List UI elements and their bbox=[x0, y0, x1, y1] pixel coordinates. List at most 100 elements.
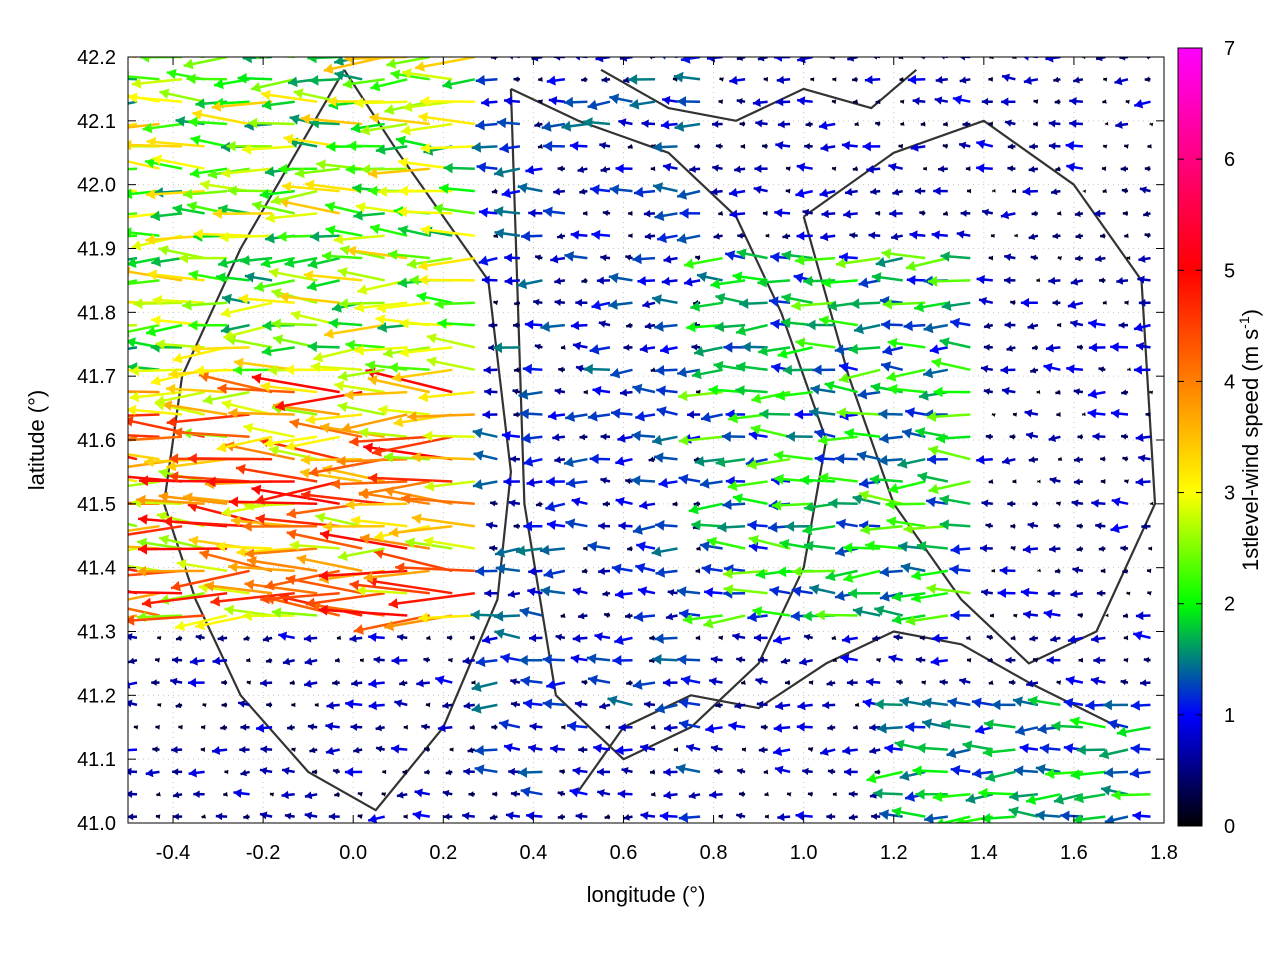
wind-vector bbox=[1022, 544, 1039, 554]
wind-vector bbox=[1093, 209, 1106, 218]
wind-vector-head bbox=[581, 679, 587, 686]
wind-vector-head bbox=[1121, 187, 1128, 194]
wind-vector-head bbox=[467, 747, 474, 754]
wind-vector bbox=[649, 635, 656, 641]
y-tick-label: 41.4 bbox=[77, 558, 116, 580]
wind-vector-head bbox=[739, 121, 745, 127]
wind-vector-head bbox=[388, 362, 399, 373]
wind-vector bbox=[482, 410, 498, 420]
wind-vector bbox=[976, 163, 993, 173]
wind-vector bbox=[1122, 568, 1129, 574]
wind-vector bbox=[1075, 233, 1084, 240]
x-tick-label: 1.2 bbox=[880, 842, 908, 864]
wind-vector-head bbox=[933, 186, 941, 196]
wind-vector bbox=[220, 323, 250, 335]
wind-vector-head bbox=[206, 476, 216, 488]
wind-vector-head bbox=[326, 141, 336, 153]
wind-vector bbox=[439, 183, 475, 194]
wind-vector-head bbox=[527, 587, 536, 597]
wind-vector-head bbox=[922, 718, 932, 729]
wind-vector-head bbox=[712, 164, 719, 172]
wind-vector-shaft bbox=[305, 591, 385, 606]
wind-vector bbox=[128, 453, 160, 461]
wind-vector bbox=[858, 277, 881, 289]
wind-vector bbox=[1006, 344, 1016, 352]
wind-vector-head bbox=[916, 742, 926, 754]
wind-vector-head bbox=[1123, 635, 1129, 641]
wind-vector-shaft bbox=[128, 591, 160, 601]
wind-vector bbox=[922, 367, 949, 379]
wind-vector-head bbox=[368, 185, 378, 197]
x-axis-ticks: -0.4 -0.2 0.0 0.2 0.4 0.6 0.8 1.0 1.2 1.4 1.6 1.8 bbox=[156, 57, 1178, 864]
wind-vector-head bbox=[976, 455, 985, 465]
wind-vector-head bbox=[401, 42, 411, 53]
wind-vector-head bbox=[583, 210, 588, 216]
wind-vector bbox=[695, 568, 701, 574]
wind-vector bbox=[619, 388, 633, 397]
wind-vector-head bbox=[172, 204, 183, 215]
wind-vector-head bbox=[615, 745, 624, 756]
wind-vector-head bbox=[344, 767, 354, 777]
wind-vector-head bbox=[322, 250, 332, 262]
wind-vector-head bbox=[654, 210, 665, 222]
wind-vector bbox=[510, 701, 521, 708]
wind-vector-shaft bbox=[318, 569, 408, 578]
wind-vector bbox=[537, 99, 543, 105]
wind-vector-head bbox=[1001, 97, 1009, 107]
wind-vector bbox=[1072, 76, 1084, 84]
wind-vector bbox=[656, 232, 678, 244]
wind-vector bbox=[471, 141, 498, 153]
wind-vector-head bbox=[632, 383, 643, 395]
colorbar-tick-label: 4 bbox=[1224, 371, 1235, 393]
wind-vector-head bbox=[1116, 277, 1124, 285]
wind-vector-head bbox=[988, 255, 994, 261]
wind-vector-head bbox=[623, 76, 630, 84]
wind-vector-head bbox=[857, 388, 868, 400]
wind-vector-head bbox=[189, 656, 198, 666]
wind-vector bbox=[1020, 587, 1039, 598]
wind-vector-head bbox=[859, 490, 870, 501]
wind-vector-head bbox=[136, 494, 146, 506]
wind-vector bbox=[1098, 545, 1106, 552]
wind-vector-head bbox=[307, 280, 317, 292]
wind-vector-head bbox=[656, 385, 666, 397]
wind-vector-head bbox=[137, 565, 147, 577]
wind-vector bbox=[761, 143, 768, 150]
wind-vector bbox=[809, 407, 836, 418]
wind-vector bbox=[224, 769, 229, 775]
wind-vector-head bbox=[715, 292, 726, 304]
wind-vector-head bbox=[1074, 792, 1084, 804]
wind-vector bbox=[1043, 609, 1061, 619]
wind-vector-head bbox=[889, 209, 897, 218]
wind-vector-head bbox=[1045, 768, 1055, 779]
wind-vector-head bbox=[617, 789, 626, 799]
wind-vector bbox=[1122, 613, 1129, 619]
wind-vector-head bbox=[369, 112, 379, 124]
wind-vector-head bbox=[713, 232, 720, 240]
wind-vector bbox=[818, 472, 858, 484]
wind-vector bbox=[365, 360, 408, 372]
wind-vector bbox=[137, 565, 205, 577]
wind-vector-head bbox=[128, 699, 133, 708]
wind-vector bbox=[891, 806, 926, 818]
wind-vector bbox=[880, 361, 904, 372]
wind-vector bbox=[1126, 591, 1131, 596]
wind-vector-head bbox=[804, 143, 810, 150]
wind-vector-head bbox=[481, 97, 490, 108]
wind-vector bbox=[405, 537, 453, 550]
wind-vector-head bbox=[791, 300, 801, 311]
wind-vector-head bbox=[912, 765, 922, 777]
wind-vector-head bbox=[1135, 611, 1144, 621]
wind-vector-head bbox=[1147, 144, 1152, 149]
wind-vector-shaft bbox=[367, 579, 453, 595]
wind-vector bbox=[637, 276, 656, 286]
wind-vector-head bbox=[1132, 810, 1142, 821]
wind-vector bbox=[877, 722, 903, 734]
wind-vector-head bbox=[212, 656, 221, 666]
wind-vector-head bbox=[128, 813, 134, 821]
wind-vector-head bbox=[501, 188, 512, 199]
wind-vector-head bbox=[357, 814, 363, 820]
wind-vector-head bbox=[802, 767, 809, 776]
wind-vector-head bbox=[1012, 188, 1017, 194]
